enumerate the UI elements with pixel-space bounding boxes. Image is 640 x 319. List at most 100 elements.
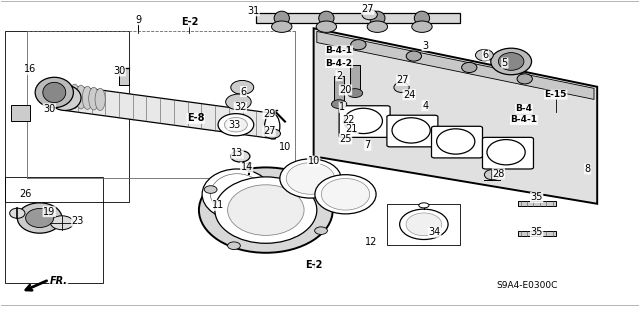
Ellipse shape <box>319 11 334 25</box>
Text: 12: 12 <box>365 237 377 247</box>
Ellipse shape <box>70 84 80 108</box>
Ellipse shape <box>316 21 337 33</box>
Ellipse shape <box>228 242 241 249</box>
Ellipse shape <box>204 186 217 193</box>
Ellipse shape <box>215 177 317 243</box>
Text: 20: 20 <box>339 85 351 95</box>
Ellipse shape <box>228 185 304 235</box>
Text: 31: 31 <box>247 6 259 16</box>
Ellipse shape <box>436 129 475 154</box>
Polygon shape <box>256 13 460 23</box>
Bar <box>334 76 344 104</box>
Bar <box>518 201 556 206</box>
Text: 2: 2 <box>336 71 342 81</box>
Text: 5: 5 <box>502 58 508 68</box>
Text: 24: 24 <box>403 90 415 100</box>
Text: B-4-1: B-4-1 <box>326 46 353 55</box>
Text: E-8: E-8 <box>187 113 205 123</box>
Bar <box>387 204 460 245</box>
Text: 7: 7 <box>365 140 371 150</box>
Ellipse shape <box>491 48 532 75</box>
Ellipse shape <box>202 169 272 219</box>
Ellipse shape <box>484 170 500 180</box>
Ellipse shape <box>225 117 247 132</box>
Ellipse shape <box>76 85 86 109</box>
Text: 14: 14 <box>241 162 253 172</box>
Text: E-15: E-15 <box>545 90 567 99</box>
Ellipse shape <box>280 159 341 198</box>
FancyBboxPatch shape <box>431 126 483 158</box>
Text: 16: 16 <box>24 64 36 74</box>
Ellipse shape <box>35 77 74 108</box>
Text: B-4: B-4 <box>515 104 532 113</box>
Text: 34: 34 <box>429 227 441 237</box>
Text: 35: 35 <box>531 192 543 203</box>
Text: 19: 19 <box>43 207 55 217</box>
Bar <box>119 68 129 85</box>
Text: 27: 27 <box>397 76 409 85</box>
Text: 25: 25 <box>339 134 352 144</box>
Ellipse shape <box>351 40 366 50</box>
Text: 29: 29 <box>263 109 275 119</box>
Text: 27: 27 <box>263 126 275 136</box>
Ellipse shape <box>370 11 385 25</box>
Ellipse shape <box>394 82 409 93</box>
Text: 6: 6 <box>241 86 246 97</box>
Text: E-2: E-2 <box>305 260 323 271</box>
FancyBboxPatch shape <box>483 137 534 169</box>
Text: B-4-1: B-4-1 <box>511 115 538 124</box>
Ellipse shape <box>264 129 280 138</box>
Text: 22: 22 <box>342 115 355 125</box>
Ellipse shape <box>412 21 432 33</box>
Ellipse shape <box>461 63 477 72</box>
Ellipse shape <box>264 114 280 139</box>
Ellipse shape <box>499 53 524 70</box>
Ellipse shape <box>367 21 388 33</box>
Ellipse shape <box>348 89 363 98</box>
Ellipse shape <box>271 21 292 33</box>
Text: E-2: E-2 <box>180 17 198 27</box>
Polygon shape <box>317 32 594 100</box>
Ellipse shape <box>406 213 442 236</box>
Ellipse shape <box>414 11 429 25</box>
Bar <box>4 177 103 283</box>
Text: 4: 4 <box>422 101 428 111</box>
Bar <box>350 65 360 93</box>
Polygon shape <box>65 85 275 139</box>
Polygon shape <box>314 28 597 204</box>
Text: 32: 32 <box>234 102 246 112</box>
Ellipse shape <box>315 227 328 234</box>
Text: 21: 21 <box>346 124 358 135</box>
Text: 23: 23 <box>72 216 84 226</box>
Ellipse shape <box>517 74 532 84</box>
Ellipse shape <box>226 94 251 110</box>
Bar <box>518 231 556 236</box>
Ellipse shape <box>291 171 304 178</box>
Text: 33: 33 <box>228 120 240 130</box>
Bar <box>11 105 30 121</box>
Ellipse shape <box>315 175 376 214</box>
Ellipse shape <box>362 10 378 20</box>
FancyBboxPatch shape <box>387 115 438 147</box>
Text: 6: 6 <box>483 50 489 60</box>
Text: 27: 27 <box>362 4 374 14</box>
Text: FR.: FR. <box>50 276 68 286</box>
Text: 10: 10 <box>307 156 320 166</box>
Ellipse shape <box>43 82 66 103</box>
Text: 30: 30 <box>43 104 55 114</box>
Ellipse shape <box>83 86 93 109</box>
Text: 11: 11 <box>212 200 224 210</box>
Text: 30: 30 <box>113 66 125 76</box>
Ellipse shape <box>286 163 335 194</box>
Ellipse shape <box>26 209 54 227</box>
Ellipse shape <box>406 51 422 61</box>
Ellipse shape <box>344 108 383 134</box>
Text: 28: 28 <box>492 169 504 179</box>
Ellipse shape <box>49 85 81 110</box>
Ellipse shape <box>211 174 264 215</box>
Ellipse shape <box>476 49 493 61</box>
Ellipse shape <box>231 80 253 94</box>
Text: 9: 9 <box>135 15 141 25</box>
Ellipse shape <box>399 209 448 240</box>
Bar <box>4 32 129 202</box>
